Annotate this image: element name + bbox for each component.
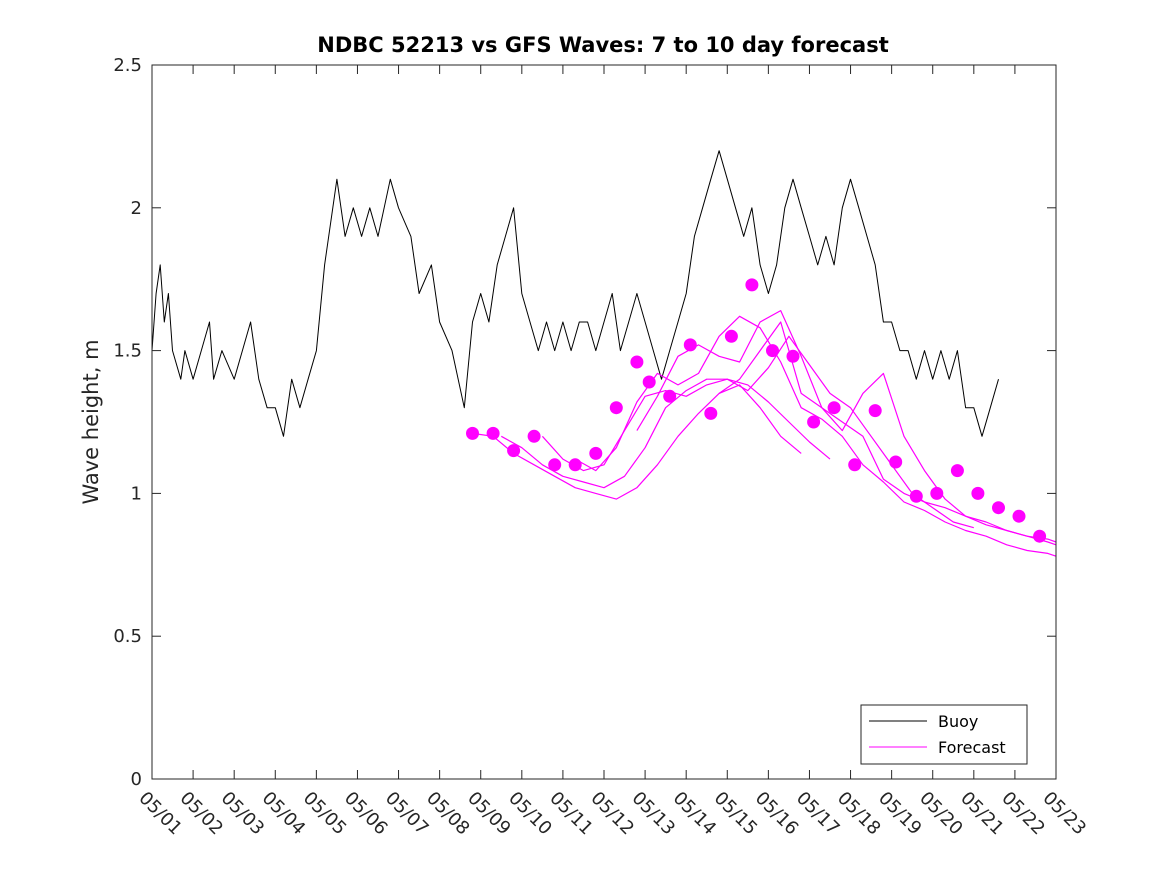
forecast-line bbox=[501, 378, 831, 489]
forecast-line bbox=[636, 310, 1057, 546]
series-layer bbox=[151, 150, 1057, 557]
forecast-marker bbox=[642, 375, 656, 389]
forecast-marker bbox=[950, 464, 964, 478]
y-tick-label: 2.5 bbox=[113, 55, 142, 76]
y-tick-label: 1 bbox=[131, 483, 142, 504]
y-tick-label: 0.5 bbox=[113, 626, 142, 647]
forecast-line bbox=[472, 384, 802, 500]
forecast-marker bbox=[745, 278, 759, 292]
forecast-line bbox=[541, 335, 974, 529]
forecast-marker bbox=[527, 429, 541, 443]
forecast-marker bbox=[724, 329, 738, 343]
forecast-marker bbox=[507, 444, 521, 458]
forecast-marker bbox=[630, 355, 644, 369]
forecast-marker bbox=[930, 486, 944, 500]
forecast-marker bbox=[568, 458, 582, 472]
buoy-line bbox=[151, 150, 999, 437]
forecast-line bbox=[718, 321, 1057, 543]
forecast-marker bbox=[868, 404, 882, 418]
forecast-marker bbox=[992, 501, 1005, 515]
y-tick-label: 1.5 bbox=[113, 341, 142, 362]
forecast-marker bbox=[466, 426, 479, 440]
forecast-marker bbox=[486, 426, 500, 440]
forecast-marker bbox=[848, 458, 862, 472]
forecast-marker bbox=[827, 401, 841, 415]
forecast-line bbox=[574, 315, 1057, 557]
forecast-marker bbox=[909, 489, 923, 503]
plot-area bbox=[152, 65, 1056, 779]
forecast-marker bbox=[766, 344, 779, 358]
forecast-marker bbox=[704, 406, 718, 420]
marker-layer bbox=[466, 278, 1047, 543]
legend: Buoy Forecast bbox=[860, 704, 1028, 765]
y-axis-label: Wave height, m bbox=[79, 339, 103, 504]
y-tick-label: 2 bbox=[131, 198, 142, 219]
forecast-marker bbox=[1012, 509, 1026, 523]
y-tick-label: 0 bbox=[131, 769, 142, 790]
forecast-marker bbox=[589, 446, 603, 460]
forecast-marker bbox=[786, 349, 800, 363]
forecast-marker bbox=[683, 338, 697, 352]
legend-label-buoy: Buoy bbox=[938, 712, 978, 731]
forecast-marker bbox=[807, 415, 821, 429]
forecast-marker bbox=[609, 401, 623, 415]
legend-label-forecast: Forecast bbox=[938, 738, 1006, 757]
forecast-marker bbox=[663, 389, 677, 403]
y-axis: 0 0.5 1 1.5 2 2.5 bbox=[113, 55, 1056, 790]
forecast-marker bbox=[971, 486, 985, 500]
chart-title: NDBC 52213 vs GFS Waves: 7 to 10 day for… bbox=[317, 33, 888, 57]
forecast-marker bbox=[548, 458, 562, 472]
forecast-marker bbox=[889, 455, 903, 469]
forecast-marker bbox=[1033, 529, 1047, 543]
legend-box bbox=[860, 704, 1028, 765]
